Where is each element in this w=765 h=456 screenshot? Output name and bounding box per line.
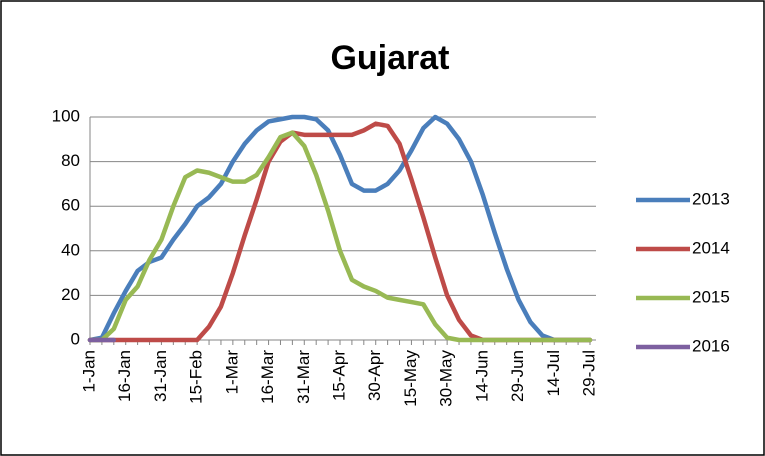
series-line — [87, 114, 593, 343]
x-tick-label: 30-May — [437, 350, 456, 407]
legend-label: 2016 — [692, 336, 730, 355]
legend-label: 2014 — [692, 238, 730, 257]
x-tick-label: 1-Mar — [222, 350, 241, 395]
chart-title: Gujarat — [330, 39, 449, 77]
x-tick-label: 15-May — [401, 350, 420, 407]
x-tick-label: 16-Jan — [115, 350, 134, 402]
y-tick-label: 20 — [61, 285, 80, 304]
x-tick-label: 29-Jun — [508, 350, 527, 402]
x-tick-label: 14-Jun — [472, 350, 491, 402]
y-tick-label: 60 — [61, 196, 80, 215]
legend-label: 2013 — [692, 189, 730, 208]
x-tick-label: 29-Jul — [579, 350, 598, 396]
y-tick-label: 40 — [61, 240, 80, 259]
x-tick-label: 15-Apr — [329, 350, 348, 401]
x-tick-label: 14-Jul — [544, 350, 563, 396]
x-tick-label: 31-Jan — [151, 350, 170, 402]
x-tick-label: 30-Apr — [365, 350, 384, 401]
y-tick-label: 100 — [52, 106, 80, 125]
x-tick-label: 16-Mar — [258, 350, 277, 404]
x-tick-label: 15-Feb — [187, 350, 206, 404]
x-tick-label: 31-Mar — [294, 350, 313, 404]
y-tick-label: 0 — [71, 329, 80, 348]
x-tick-label: 1-Jan — [79, 350, 98, 393]
series-line — [87, 130, 593, 343]
y-tick-label: 80 — [61, 151, 80, 170]
legend-label: 2015 — [692, 287, 730, 306]
